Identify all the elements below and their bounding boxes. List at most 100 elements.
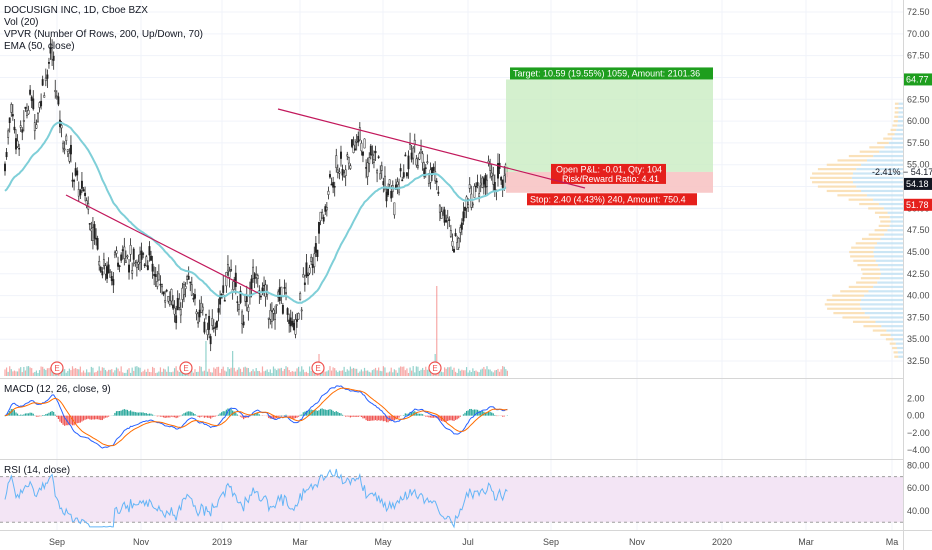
volume-bar	[403, 366, 405, 376]
volume-profile-up-bar	[861, 163, 903, 166]
volume-bar	[442, 372, 444, 376]
volume-bar	[346, 369, 348, 376]
macd-histogram-bar	[346, 415, 348, 417]
volume-bar	[92, 367, 94, 376]
price-axis[interactable]: 72.5070.0067.5065.0062.5060.0057.5055.00…	[872, 7, 932, 366]
candle-body	[146, 265, 149, 270]
macd-histogram-bar	[199, 415, 201, 418]
candle-body	[234, 272, 237, 287]
price-tick-label: 62.50	[907, 94, 930, 104]
volume-profile-up-bar	[893, 338, 903, 341]
volume-bar	[214, 368, 216, 376]
candle-body	[440, 211, 443, 219]
volume-profile-down-bar	[812, 181, 853, 184]
macd-histogram-bar	[301, 414, 303, 416]
volume-bar	[321, 372, 323, 376]
candle-body	[294, 319, 297, 335]
candle-body	[212, 327, 215, 330]
volume-bar	[288, 370, 290, 376]
macd-histogram-bar	[384, 415, 386, 422]
macd-title[interactable]: MACD (12, 26, close, 9)	[4, 384, 111, 395]
macd-pane[interactable]: 2.00 0.00 −2.00 −4.00	[4, 385, 930, 455]
volume-bar	[9, 366, 11, 376]
macd-histogram-bar	[373, 415, 375, 421]
macd-histogram-bar	[59, 415, 61, 422]
candle-body	[225, 272, 228, 287]
candle-body	[214, 326, 217, 329]
macd-tick-label: 2.00	[907, 394, 925, 404]
candle-body	[79, 190, 82, 196]
volume-bar	[7, 371, 9, 376]
volume-profile-up-bar	[880, 272, 903, 275]
macd-histogram-bar	[126, 409, 129, 416]
volume-bar	[98, 366, 100, 376]
volume-profile-down-bar	[855, 242, 877, 245]
volume-bar	[255, 368, 257, 376]
candle-body	[60, 125, 63, 129]
stop-price-tag-bg	[904, 198, 932, 211]
indicator-vol[interactable]: Vol (20)	[4, 17, 38, 28]
macd-histogram-bar	[76, 415, 78, 424]
rsi-pane[interactable]: 80.00 60.00 40.00	[0, 460, 930, 529]
candle-body	[150, 255, 152, 261]
volume-bar	[494, 370, 496, 376]
candle-body	[190, 284, 193, 296]
macd-histogram-bar	[123, 409, 125, 416]
volume-profile-up-bar	[876, 242, 903, 245]
volume-bar	[498, 371, 501, 376]
volume-bar	[287, 367, 289, 376]
indicator-ema[interactable]: EMA (50, close)	[4, 41, 75, 52]
macd-histogram-bar	[151, 414, 154, 416]
candle-body	[32, 98, 35, 110]
volume-bar	[167, 366, 169, 376]
macd-histogram-bar	[37, 415, 39, 417]
volume-bar	[461, 369, 463, 376]
macd-histogram-bar	[243, 415, 245, 420]
volume-bar	[261, 366, 264, 376]
indicator-vpvr[interactable]: VPVR (Number Of Rows, 200, Up/Down, 70)	[4, 29, 203, 40]
candle-body	[65, 135, 68, 141]
macd-histogram-bar	[312, 410, 314, 416]
candle-body	[358, 127, 361, 141]
candle-body	[8, 117, 11, 123]
candle-body	[33, 122, 36, 132]
macd-histogram-bar	[150, 413, 152, 416]
time-tick-label: May	[374, 537, 392, 547]
volume-profile-down-bar	[832, 294, 865, 297]
macd-histogram-bar	[125, 409, 127, 416]
volume-bar	[302, 369, 304, 376]
macd-histogram-bar	[308, 410, 311, 416]
candle-body	[128, 264, 130, 273]
volume-profile-up-bar	[886, 329, 903, 332]
macd-histogram-bar	[337, 411, 339, 416]
volume-profile-up-bar	[879, 150, 903, 153]
rsi-title[interactable]: RSI (14, close)	[4, 465, 70, 476]
candle-body	[159, 283, 162, 286]
volume-bar	[208, 368, 210, 376]
volume-bar	[71, 366, 74, 376]
macd-histogram-bar	[45, 414, 47, 416]
candle-body	[161, 284, 163, 288]
macd-histogram-bar	[75, 415, 77, 425]
macd-histogram-bar	[489, 411, 491, 416]
macd-histogram-bar	[206, 415, 209, 418]
candle-body	[459, 227, 462, 233]
time-axis[interactable]: Sep Nov 2019 Mar May Jul Sep Nov 2020 Mar Ma	[49, 537, 898, 547]
volume-profile-down-bar	[894, 115, 899, 118]
macd-histogram-bar	[348, 415, 350, 417]
volume-profile-down-bar	[868, 207, 884, 210]
volume-bar	[51, 370, 53, 376]
candle-body	[465, 196, 468, 209]
macd-histogram-bar	[330, 409, 333, 416]
candle-body	[156, 281, 159, 287]
candle-body	[209, 336, 212, 345]
volume-bar	[86, 369, 88, 376]
trade-tool[interactable]: Target: 10.59 (19.55%) 1059, Amount: 210…	[506, 67, 713, 206]
macd-histogram-bar	[115, 411, 118, 416]
volume-bar	[126, 369, 129, 376]
price-tick-label: 35.00	[907, 334, 930, 344]
volume-bar	[475, 370, 477, 376]
candle-body	[393, 202, 396, 216]
